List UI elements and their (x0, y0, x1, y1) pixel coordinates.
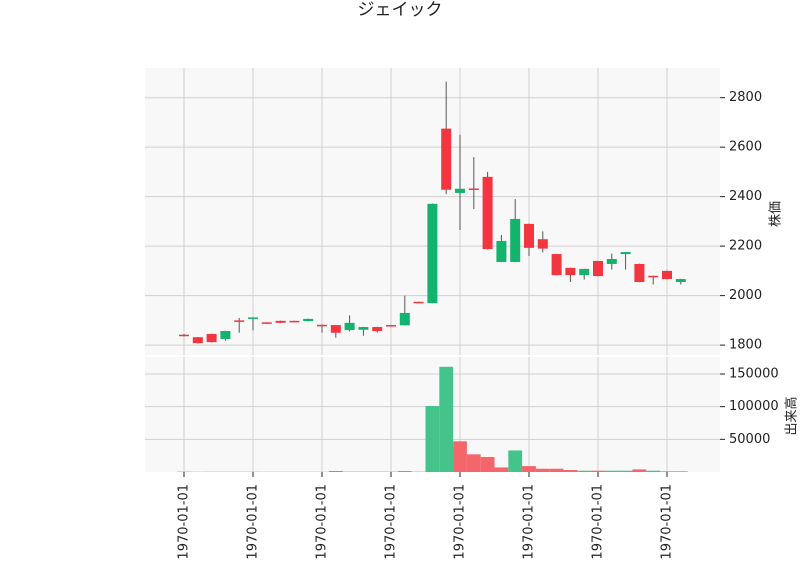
candle-body (510, 218, 521, 262)
candle-body (593, 260, 603, 277)
candle-body (261, 322, 272, 324)
volume-bar (577, 470, 592, 472)
candle-body (220, 331, 231, 339)
candle-body (634, 263, 645, 283)
candle-body (606, 259, 617, 264)
candle-body (192, 337, 203, 344)
volume-bar (604, 470, 619, 472)
candle-body (482, 176, 493, 250)
candle-body (441, 128, 452, 190)
candle-body (358, 327, 369, 330)
candle-body (344, 322, 355, 331)
candle-body (551, 254, 562, 276)
x-tick-label: 1970-01-01 (660, 484, 675, 560)
volume-bar (453, 441, 467, 472)
candle-body (303, 318, 314, 322)
volume-bar (508, 450, 523, 472)
x-tick-label: 1970-01-01 (384, 484, 399, 560)
volume-bar (466, 454, 481, 472)
candle-body (179, 334, 189, 337)
chart-title: ジェイック (358, 0, 443, 20)
y-axis-label: 出来高 (784, 396, 800, 435)
volume-bar (563, 470, 578, 472)
volume-bar (425, 406, 440, 472)
volume-bar (494, 467, 509, 472)
candle-body (234, 320, 245, 322)
volume-bar (673, 471, 688, 472)
y-tick-label: 100000 (729, 399, 779, 414)
candle-body (620, 252, 631, 255)
volume-bar (535, 468, 550, 472)
x-tick-label: 1970-01-01 (177, 484, 192, 560)
candle-body (372, 327, 383, 332)
candle-body (386, 325, 396, 327)
candle-body (275, 320, 286, 323)
candle-body (537, 239, 548, 249)
volume-bar (522, 466, 536, 472)
x-tick-label: 1970-01-01 (246, 484, 261, 560)
candle-body (496, 240, 507, 262)
candle-body (289, 320, 300, 323)
candle-body (455, 188, 465, 193)
y-tick-label: 1800 (729, 338, 762, 353)
volume-bar (549, 468, 564, 472)
candle-body (330, 325, 341, 333)
x-tick-label: 1970-01-01 (522, 484, 537, 560)
candle-body (524, 223, 534, 248)
y-tick-label: 2000 (729, 288, 762, 303)
y-tick-label: 50000 (729, 432, 770, 447)
x-tick-label: 1970-01-01 (591, 484, 606, 560)
volume-bar (618, 470, 633, 472)
y-tick-label: 150000 (729, 366, 779, 381)
y-axis-label: 株価 (769, 201, 784, 227)
candle-body (662, 270, 672, 280)
candle-body (206, 333, 217, 343)
candle-body (399, 312, 410, 326)
y-tick-label: 2800 (729, 90, 762, 105)
x-tick-label: 1970-01-01 (453, 484, 468, 560)
y-tick-label: 2200 (729, 239, 762, 254)
volume-bar (660, 471, 674, 472)
volume-bar (632, 469, 647, 472)
volume-bar (439, 366, 454, 472)
candle-body (675, 279, 686, 283)
candle-body (427, 203, 438, 304)
candle-body (468, 188, 479, 190)
candle-body (317, 324, 327, 327)
candle-body (565, 267, 576, 276)
volume-bar (480, 456, 495, 472)
candle-body (579, 268, 590, 276)
candle-body (248, 317, 258, 319)
volume-bar (646, 470, 661, 472)
volume-bar (328, 471, 343, 472)
y-tick-label: 2400 (729, 189, 762, 204)
volume-bar (397, 471, 412, 472)
volume-bar (591, 470, 605, 472)
y-tick-label: 2600 (729, 140, 762, 155)
x-tick-label: 1970-01-01 (315, 484, 330, 560)
candle-body (413, 301, 424, 304)
candle-body (648, 275, 659, 278)
